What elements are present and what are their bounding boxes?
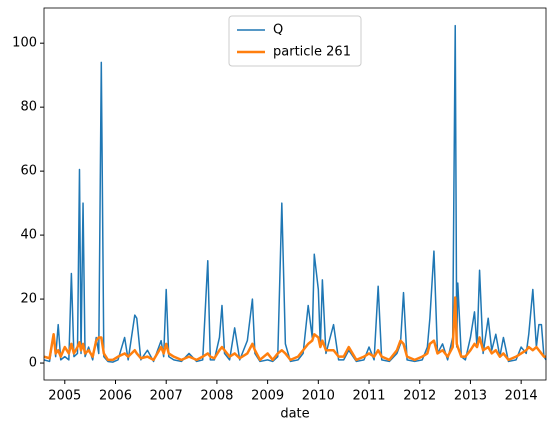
x-tick-label: 2008 bbox=[200, 389, 233, 404]
x-tick-label: 2014 bbox=[505, 389, 538, 404]
series-line bbox=[43, 24, 547, 363]
legend-label: particle 261 bbox=[273, 45, 351, 60]
plot-frame bbox=[43, 7, 547, 381]
x-tick-label: 2011 bbox=[352, 389, 385, 404]
y-tick-label: 20 bbox=[20, 292, 37, 307]
series-line bbox=[43, 296, 546, 362]
y-tick-label: 100 bbox=[12, 36, 37, 51]
x-tick-label: 2012 bbox=[403, 389, 436, 404]
x-tick-label: 2005 bbox=[48, 389, 81, 404]
y-tick-label: 80 bbox=[20, 100, 37, 115]
y-tick-label: 60 bbox=[20, 164, 37, 179]
x-tick-label: 2006 bbox=[99, 389, 132, 404]
y-tick-label: 40 bbox=[20, 228, 37, 243]
x-tick-label: 2009 bbox=[251, 389, 284, 404]
y-tick-label: 0 bbox=[29, 356, 37, 371]
legend-box bbox=[228, 15, 362, 67]
x-tick-label: 2013 bbox=[454, 389, 487, 404]
x-tick-label: 2007 bbox=[150, 389, 183, 404]
x-tick-label: 2010 bbox=[302, 389, 335, 404]
x-axis-label: date bbox=[280, 407, 309, 422]
legend-label: Q bbox=[273, 23, 283, 38]
